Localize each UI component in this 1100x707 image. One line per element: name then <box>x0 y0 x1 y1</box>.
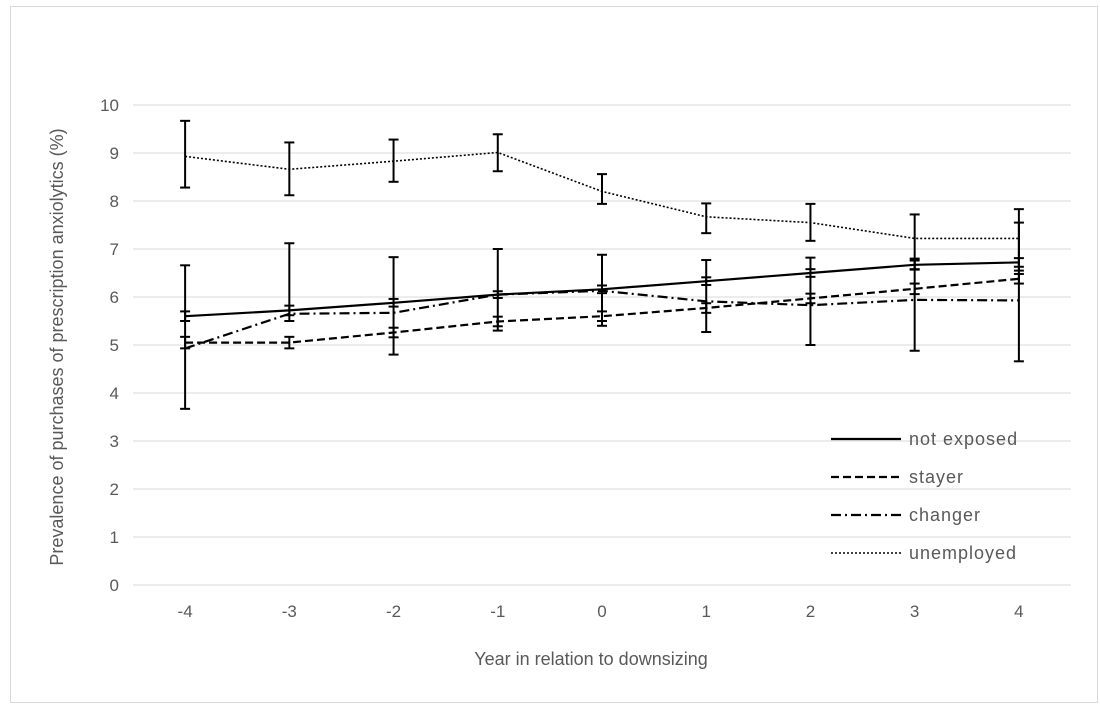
error-bar <box>701 259 712 334</box>
error-bar <box>909 213 920 271</box>
error-bar <box>284 335 295 350</box>
error-bars <box>180 119 1024 410</box>
x-tick-label: 0 <box>597 602 606 621</box>
y-tick-label: 5 <box>110 336 119 355</box>
error-bar <box>597 173 607 205</box>
y-tick-label: 10 <box>100 96 119 115</box>
line-chart: 0 1 2 3 4 5 6 7 8 9 10 -4 -3 -2 -1 0 1 2 3 4 not exposed st… <box>47 96 1071 669</box>
y-axis-title: Prevalence of purchases of prescription … <box>47 128 67 565</box>
series-line-stayer <box>185 277 1020 344</box>
error-bar <box>701 202 712 235</box>
error-bar <box>284 141 295 197</box>
chart-frame: 0 1 2 3 4 5 6 7 8 9 10 -4 -3 -2 -1 0 1 2 3 4 not exposed st… <box>10 6 1098 703</box>
error-bar <box>180 264 191 410</box>
legend: not exposed stayer changer unemployed <box>831 429 1018 563</box>
error-bar <box>492 248 503 332</box>
y-tick-label: 2 <box>110 480 119 499</box>
error-bar <box>1013 208 1024 272</box>
error-bar <box>805 202 816 242</box>
y-tick-label: 1 <box>110 528 119 547</box>
x-tick-label: 3 <box>910 602 919 621</box>
error-bar <box>388 138 399 183</box>
y-tick-label: 8 <box>110 192 119 211</box>
x-tick-label: -3 <box>282 602 297 621</box>
y-tick-label: 6 <box>110 288 119 307</box>
legend-label-stayer: stayer <box>909 467 964 487</box>
x-tick-label: -1 <box>490 602 505 621</box>
x-tick-label: 1 <box>701 602 710 621</box>
error-bar <box>909 257 920 352</box>
legend-label-changer: changer <box>909 505 981 525</box>
y-tick-label: 3 <box>110 432 119 451</box>
error-bar <box>492 133 503 173</box>
error-bar <box>180 119 191 189</box>
legend-label-unemployed: unemployed <box>909 543 1017 563</box>
x-tick-labels: -4 -3 -2 -1 0 1 2 3 4 <box>178 602 1024 621</box>
x-axis-title: Year in relation to downsizing <box>474 649 707 669</box>
error-bar <box>388 256 399 356</box>
x-tick-label: 4 <box>1014 602 1023 621</box>
y-tick-label: 7 <box>110 240 119 259</box>
x-tick-label: 2 <box>806 602 815 621</box>
error-bar <box>805 256 816 346</box>
y-tick-label: 4 <box>110 384 119 403</box>
y-tick-labels: 0 1 2 3 4 5 6 7 8 9 10 <box>100 96 119 595</box>
error-bar <box>284 242 295 322</box>
error-bar <box>597 253 607 327</box>
y-tick-label: 0 <box>110 576 119 595</box>
x-tick-label: -4 <box>178 602 193 621</box>
legend-label-not-exposed: not exposed <box>909 429 1018 449</box>
y-tick-label: 9 <box>110 144 119 163</box>
x-tick-label: -2 <box>386 602 401 621</box>
